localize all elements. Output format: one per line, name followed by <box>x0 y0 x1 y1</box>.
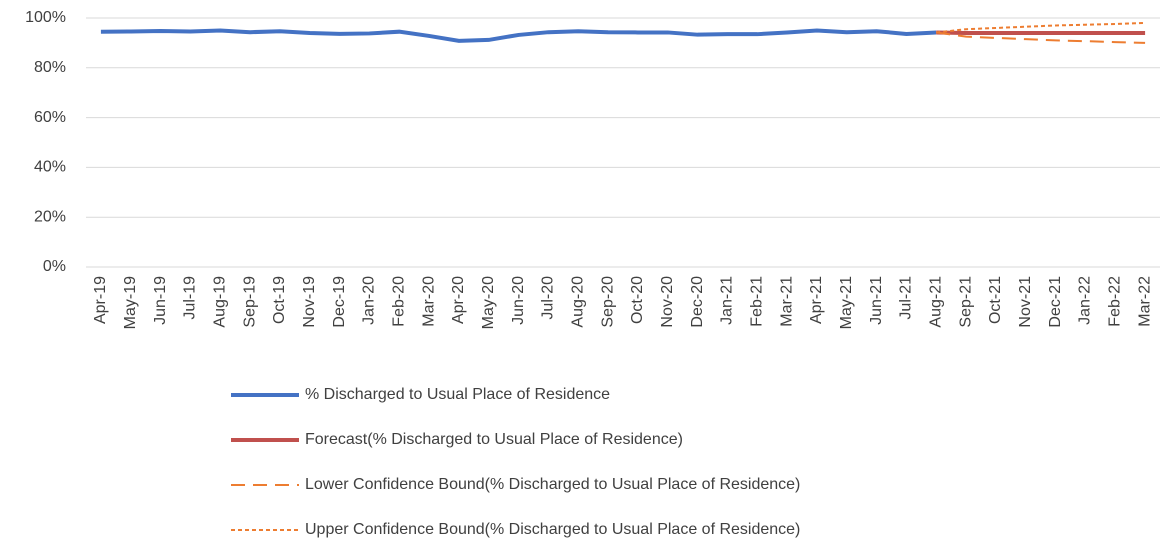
series-line <box>100 28 937 43</box>
x-tick-label: Nov-19 <box>301 276 318 328</box>
x-tick-label: Dec-21 <box>1047 276 1064 328</box>
x-tick-label: Jan-20 <box>361 276 378 325</box>
x-tick-label: Jun-21 <box>868 276 885 325</box>
x-tick-label: Jan-21 <box>719 276 736 325</box>
x-tick-label: Jun-19 <box>152 276 169 325</box>
x-tick-label: Nov-21 <box>1017 276 1034 328</box>
y-tick-label: 20% <box>34 208 66 225</box>
x-tick-label: Aug-20 <box>569 276 586 328</box>
x-tick-label: Jul-20 <box>540 276 557 320</box>
y-tick-label: 80% <box>34 59 66 76</box>
x-tick-label: Apr-20 <box>450 276 467 324</box>
y-tick-label: 100% <box>25 9 66 26</box>
x-tick-label: Dec-19 <box>331 276 348 328</box>
x-tick-label: Feb-22 <box>1106 276 1123 327</box>
y-tick-label: 0% <box>43 258 66 275</box>
y-tick-label: 60% <box>34 109 66 126</box>
x-tick-label: Sep-19 <box>241 276 258 328</box>
y-tick-label: 40% <box>34 159 66 176</box>
x-tick-label: Aug-19 <box>211 276 228 328</box>
x-tick-label: Jul-19 <box>182 276 199 320</box>
x-tick-label: Sep-20 <box>599 276 616 328</box>
x-tick-label: Mar-20 <box>420 276 437 327</box>
legend-label: Forecast(% Discharged to Usual Place of … <box>305 431 683 448</box>
x-tick-label: Oct-20 <box>629 276 646 324</box>
x-tick-label: May-20 <box>480 276 497 329</box>
x-tick-label: May-19 <box>122 276 139 329</box>
x-tick-label: Jun-20 <box>510 276 527 325</box>
legend-label: % Discharged to Usual Place of Residence <box>305 386 610 403</box>
x-tick-label: Nov-20 <box>659 276 676 328</box>
x-tick-label: Jul-21 <box>898 276 915 320</box>
x-tick-label: May-21 <box>838 276 855 329</box>
x-tick-label: Feb-21 <box>748 276 765 327</box>
legend-label: Upper Confidence Bound(% Discharged to U… <box>305 521 800 538</box>
x-tick-label: Dec-20 <box>689 276 706 328</box>
x-tick-label: Aug-21 <box>927 276 944 328</box>
x-tick-label: Oct-19 <box>271 276 288 324</box>
x-tick-label: Apr-21 <box>808 276 825 324</box>
legend-label: Lower Confidence Bound(% Discharged to U… <box>305 476 800 493</box>
x-tick-label: Mar-21 <box>778 276 795 327</box>
series-line <box>936 31 1146 44</box>
x-tick-label: Sep-21 <box>957 276 974 328</box>
x-tick-label: Apr-19 <box>92 276 109 324</box>
x-tick-label: Jan-22 <box>1077 276 1094 325</box>
x-tick-label: Oct-21 <box>987 276 1004 324</box>
x-tick-label: Feb-20 <box>390 276 407 327</box>
x-tick-label: Mar-22 <box>1136 276 1153 327</box>
